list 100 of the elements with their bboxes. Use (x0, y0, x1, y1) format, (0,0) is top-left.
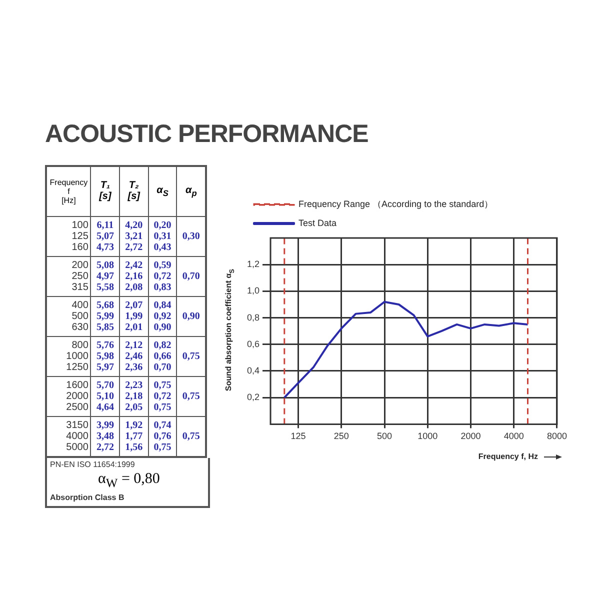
data-label: 4,73 (95, 242, 115, 252)
data-label: 0,75 (152, 442, 172, 452)
data-label: 0,20 (152, 220, 172, 230)
data-label: 5,85 (95, 322, 115, 332)
category-label: 315 (70, 282, 88, 292)
data-label: 5,98 (95, 350, 115, 362)
data-label: 2,07 (124, 300, 144, 310)
legend-label: Test Data (298, 218, 337, 228)
legend-label: Frequency Range （According to the standard） (298, 198, 494, 209)
text: T₁ [s] (98, 180, 112, 202)
data-label: 0,82 (152, 340, 172, 350)
x-tick-label: 500 (376, 431, 392, 442)
data-label: 0,84 (152, 300, 172, 310)
data-label: 2,18 (124, 390, 144, 402)
data-label: 6,11 (96, 220, 115, 230)
data-label: 0,92 (152, 310, 172, 322)
x-axis-title: Frequency f, Hz (478, 452, 538, 461)
data-label: 5,97 (95, 362, 115, 372)
x-tick-label: 2000 (460, 431, 481, 442)
data-label: 0,75 (152, 402, 172, 412)
text: α$_{p}$ (184, 184, 198, 198)
data-label: 1,92 (124, 420, 144, 430)
data-label: 0,83 (152, 282, 172, 292)
y-tick-label: 0,2 (246, 392, 260, 402)
data-label: 4,20 (124, 220, 144, 230)
data-label: 1,99 (124, 310, 144, 322)
category-label: 3150 (65, 420, 88, 430)
data-label: 0,43 (152, 242, 172, 252)
category-label: 100 (70, 220, 88, 230)
data-label: 2,46 (124, 350, 144, 362)
data-label: 0,59 (152, 260, 172, 270)
category-label: 1000 (65, 350, 88, 362)
text: T₂ [s] (126, 180, 142, 202)
category-label: 5000 (65, 442, 88, 452)
text: PN-EN ISO 11654:1999 (50, 460, 136, 468)
category-label: 200 (70, 260, 88, 270)
y-tick-label: 0,8 (246, 312, 260, 322)
data-label: 4,64 (95, 402, 115, 412)
text: α$_{S}$ (156, 184, 170, 198)
data-label: 0,75 (181, 430, 201, 442)
text: ACOUSTIC PERFORMANCE (45, 120, 368, 149)
x-tick-label: 4000 (504, 431, 524, 442)
data-label: 0,70 (181, 270, 201, 282)
data-label: 2,12 (124, 340, 144, 350)
data-label: 2,72 (124, 242, 144, 252)
category-label: 1250 (65, 362, 88, 372)
category-label: 250 (70, 270, 88, 282)
data-label: 0,75 (181, 350, 201, 362)
data-label: 3,48 (95, 430, 115, 442)
data-label: 2,01 (124, 322, 144, 332)
data-label: 0,31 (152, 230, 172, 242)
data-label: 1,77 (124, 430, 144, 442)
x-tick-label: 125 (290, 431, 306, 442)
x-tick-label: 8000 (546, 431, 568, 442)
data-label: 0,76 (152, 430, 172, 442)
data-label: 2,16 (124, 270, 144, 282)
data-label: 0,30 (181, 230, 201, 242)
text: α$_{W}$ = 0,80 (97, 470, 161, 490)
data-label: 0,74 (152, 420, 172, 430)
data-label: 0,90 (152, 322, 172, 332)
data-label: 5,10 (95, 390, 115, 402)
data-label: 5,68 (95, 300, 115, 310)
data-label: 4,97 (95, 270, 115, 282)
data-label: 2,42 (124, 260, 144, 270)
category-label: 400 (70, 300, 88, 310)
data-label: 5,07 (95, 230, 115, 242)
category-label: 2000 (65, 390, 88, 402)
y-tick-label: 1,0 (246, 286, 260, 296)
data-label: 0,70 (152, 362, 172, 372)
category-label: 1600 (65, 380, 88, 390)
data-label: 5,76 (95, 340, 115, 350)
data-label: 0,72 (152, 390, 172, 402)
data-label: 0,75 (152, 380, 172, 390)
y-tick-label: 1,2 (246, 259, 260, 270)
category-label: 160 (70, 242, 88, 252)
data-label: 3,21 (124, 230, 144, 242)
data-label: 2,72 (95, 442, 115, 452)
y-tick-label: 0,6 (246, 338, 260, 349)
data-label: 2,05 (124, 402, 144, 412)
x-tick-label: 250 (334, 431, 349, 442)
data-label: 0,72 (152, 270, 172, 282)
data-label: 3,99 (95, 420, 115, 430)
category-label: 800 (70, 340, 88, 350)
category-label: 125 (70, 230, 88, 242)
data-label: 2,08 (124, 282, 144, 292)
data-label: 2,23 (124, 380, 144, 390)
data-label: 2,36 (124, 362, 144, 372)
data-label: 1,56 (124, 442, 144, 452)
x-tick-label: 1000 (418, 431, 438, 442)
data-label: 5,99 (95, 310, 115, 322)
data-label: 0,66 (152, 350, 172, 362)
data-label: 0,75 (181, 390, 201, 402)
category-label: 630 (70, 322, 88, 332)
text: Frequency f [Hz] (49, 178, 88, 205)
y-tick-label: 0,4 (246, 365, 260, 376)
category-label: 2500 (65, 402, 88, 412)
data-label: 5,70 (95, 380, 115, 390)
category-label: 500 (70, 310, 88, 322)
data-label: 0,90 (181, 310, 201, 322)
data-label: 5,08 (95, 260, 115, 270)
